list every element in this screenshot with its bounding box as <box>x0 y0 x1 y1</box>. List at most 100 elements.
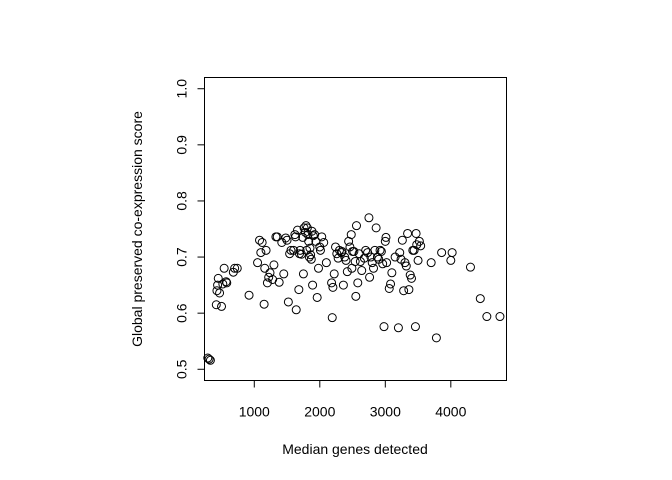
y-tick-label: 1.0 <box>174 79 190 99</box>
data-point <box>255 235 265 245</box>
data-point <box>403 228 413 238</box>
data-point <box>375 245 385 255</box>
y-tick-label: 0.9 <box>174 135 190 155</box>
data-point <box>369 263 379 273</box>
data-point <box>313 263 323 273</box>
data-point <box>381 232 391 242</box>
data-point <box>387 268 397 278</box>
data-point <box>315 245 325 255</box>
data-point <box>253 258 263 268</box>
data-point <box>350 257 360 267</box>
data-point <box>376 246 386 256</box>
data-point <box>329 269 339 279</box>
data-point <box>291 232 301 242</box>
y-axis: 0.5 0.6 0.7 0.8 0.9 1.0 <box>174 79 205 379</box>
data-point <box>257 237 267 247</box>
data-point <box>446 255 456 265</box>
data-point <box>336 248 346 258</box>
data-point <box>269 260 279 270</box>
data-point <box>219 263 229 273</box>
y-axis-label: Global preserved co-expression score <box>129 111 145 347</box>
data-point <box>304 252 314 262</box>
data-point <box>393 323 403 333</box>
data-point <box>256 248 266 258</box>
data-point <box>482 312 492 322</box>
data-point <box>401 261 411 271</box>
data-point <box>286 245 296 255</box>
data-point <box>431 333 441 343</box>
data-point <box>230 263 240 273</box>
data-point <box>283 297 293 307</box>
data-point <box>384 283 394 293</box>
data-point <box>299 223 309 233</box>
data-point <box>204 354 214 364</box>
data-point <box>272 232 282 242</box>
data-point <box>308 231 318 241</box>
data-point <box>342 267 352 277</box>
data-point <box>411 228 421 238</box>
data-point <box>205 355 215 365</box>
data-point <box>414 236 424 246</box>
data-point <box>413 255 423 265</box>
x-axis: 1000 2000 3000 4000 <box>239 380 467 420</box>
data-point <box>203 353 213 363</box>
data-point <box>317 232 327 242</box>
data-point <box>365 272 375 282</box>
data-point <box>465 262 475 272</box>
data-point <box>437 248 447 258</box>
data-point <box>327 313 337 323</box>
data-point <box>212 286 222 296</box>
data-point <box>260 263 270 273</box>
data-point <box>274 277 284 287</box>
data-point <box>357 266 367 276</box>
data-point <box>371 223 381 233</box>
data-point <box>327 278 337 288</box>
data-point <box>217 301 227 311</box>
data-point <box>386 279 396 289</box>
data-point <box>294 285 304 295</box>
y-tick-label: 0.6 <box>174 303 190 323</box>
x-tick-label: 2000 <box>304 404 335 420</box>
data-point <box>426 258 436 268</box>
data-point <box>395 248 405 258</box>
data-point <box>279 269 289 279</box>
y-tick-label: 0.8 <box>174 191 190 211</box>
data-point <box>349 246 359 256</box>
data-point <box>301 221 311 231</box>
data-point <box>319 237 329 247</box>
data-point <box>351 221 361 231</box>
data-point <box>295 245 305 255</box>
data-point <box>312 292 322 302</box>
data-point <box>321 258 331 268</box>
data-point <box>390 252 400 262</box>
x-tick-label: 1000 <box>239 404 270 420</box>
x-tick-label: 4000 <box>435 404 466 420</box>
data-point <box>404 285 414 295</box>
data-point <box>261 245 271 255</box>
data-point <box>410 322 420 332</box>
data-point <box>380 236 390 246</box>
data-point <box>399 286 409 296</box>
x-axis-label: Median genes detected <box>282 441 428 457</box>
data-point <box>281 233 291 243</box>
data-point <box>447 248 457 258</box>
data-point <box>222 278 232 288</box>
data-point <box>364 213 374 223</box>
data-points <box>203 213 505 365</box>
data-point <box>407 273 417 283</box>
data-point <box>244 290 254 300</box>
data-point <box>378 259 388 269</box>
data-point <box>215 288 225 298</box>
data-point <box>353 278 363 288</box>
data-point <box>495 312 505 322</box>
y-tick-label: 0.7 <box>174 247 190 267</box>
data-point <box>221 277 231 287</box>
data-point <box>341 255 351 265</box>
data-point <box>308 280 318 290</box>
data-point <box>298 269 308 279</box>
data-point <box>379 322 389 332</box>
data-point <box>337 246 347 256</box>
data-point <box>291 305 301 315</box>
data-point <box>211 300 221 310</box>
data-point <box>306 250 316 260</box>
